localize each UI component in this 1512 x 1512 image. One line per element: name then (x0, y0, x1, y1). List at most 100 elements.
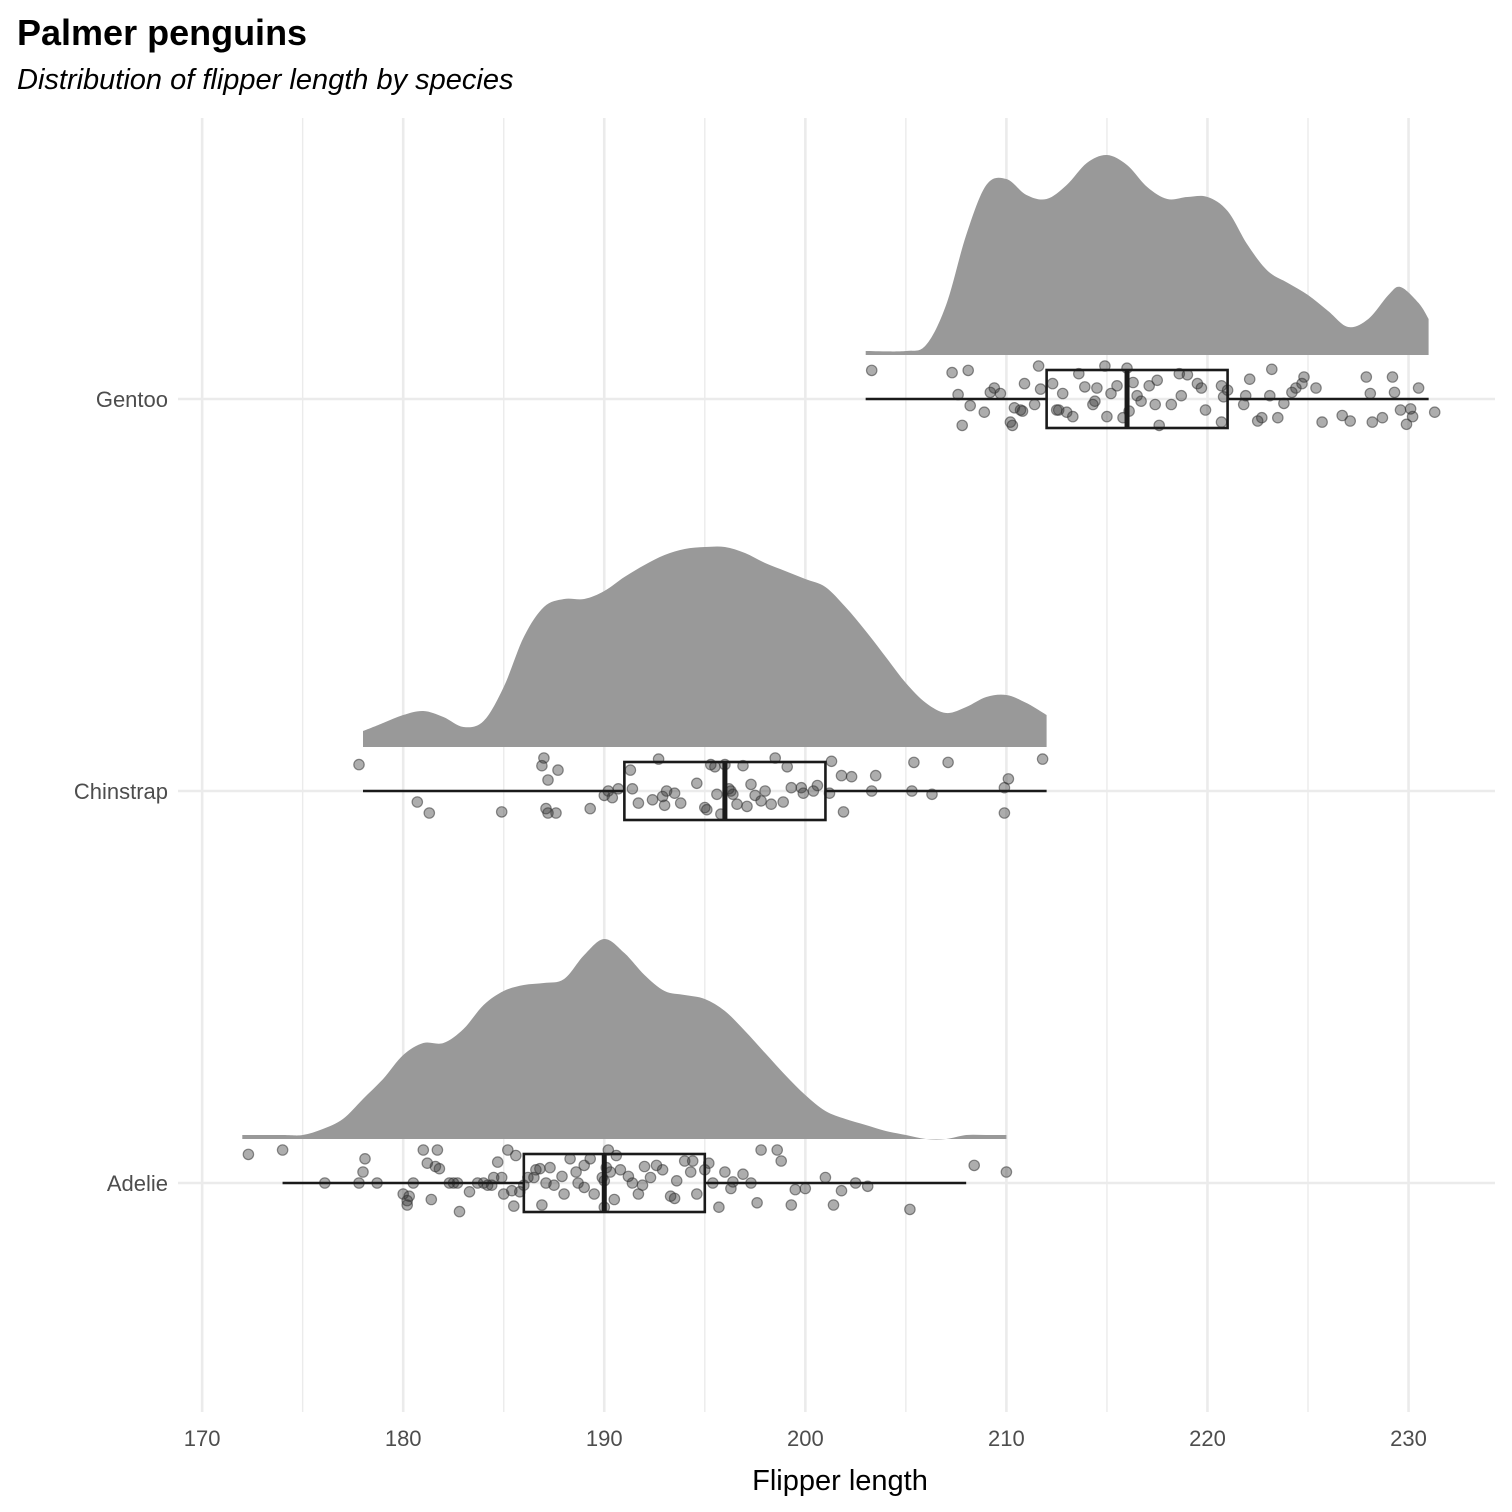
data-point-adelie (495, 1171, 508, 1184)
data-point-chinstrap (942, 756, 954, 769)
data-point-adelie (785, 1199, 798, 1211)
data-point-chinstrap (797, 787, 810, 799)
data-point-adelie (614, 1164, 627, 1176)
data-point-chinstrap (624, 764, 637, 776)
data-point-gentoo (1336, 409, 1348, 422)
data-point-adelie (622, 1170, 635, 1183)
data-point-gentoo (1149, 398, 1161, 411)
data-point-chinstrap (658, 799, 671, 812)
density-layer (242, 154, 1429, 1140)
data-point-chinstrap (837, 806, 850, 818)
data-point-chinstrap (550, 807, 562, 819)
data-point-gentoo (1151, 374, 1163, 387)
data-point-gentoo (1018, 377, 1031, 390)
data-point-gentoo (1272, 411, 1284, 424)
data-point-chinstrap (825, 755, 838, 768)
data-point-gentoo (1175, 389, 1188, 402)
data-point-gentoo (1428, 406, 1441, 418)
data-point-adelie (686, 1155, 699, 1167)
data-point-chinstrap (542, 807, 554, 819)
data-point-gentoo (946, 366, 958, 379)
data-point-gentoo (1101, 410, 1113, 423)
data-point-adelie (656, 1164, 669, 1176)
data-point-gentoo (1404, 403, 1417, 415)
data-point-gentoo (1215, 416, 1228, 428)
data-point-chinstrap (1036, 753, 1049, 765)
data-point-gentoo (865, 364, 878, 377)
data-point-adelie (668, 1192, 681, 1205)
data-point-adelie (491, 1156, 504, 1168)
data-point-adelie (534, 1162, 546, 1175)
data-point-adelie (544, 1161, 556, 1174)
data-point-chinstrap (759, 785, 771, 797)
data-point-gentoo (1256, 411, 1268, 424)
data-point-adelie (433, 1162, 446, 1175)
x-tick-label: 190 (586, 1426, 623, 1451)
chart-title: Palmer penguins (17, 12, 308, 53)
data-point-adelie (737, 1168, 749, 1180)
data-point-gentoo (1298, 371, 1310, 383)
data-point-gentoo (1006, 419, 1019, 432)
data-point-gentoo (1105, 387, 1117, 400)
data-point-chinstrap (632, 797, 645, 809)
data-point-adelie (690, 1188, 703, 1200)
data-point-adelie (509, 1149, 522, 1162)
data-point-gentoo (1286, 386, 1298, 399)
data-point-adelie (771, 1144, 783, 1156)
density-cloud-chinstrap (363, 546, 1047, 747)
data-point-chinstrap (606, 791, 619, 804)
data-point-chinstrap (745, 778, 757, 791)
data-point-gentoo (1014, 404, 1027, 416)
data-point-adelie (397, 1188, 409, 1200)
data-point-gentoo (1028, 398, 1041, 411)
data-point-gentoo (1195, 382, 1208, 394)
data-point-adelie (357, 1166, 369, 1178)
data-point-adelie (608, 1193, 621, 1206)
data-point-chinstrap (584, 802, 596, 815)
data-point-chinstrap (552, 764, 564, 776)
data-point-gentoo (1310, 382, 1322, 394)
data-point-gentoo (1199, 404, 1212, 416)
data-point-gentoo (956, 419, 968, 432)
data-point-gentoo (994, 387, 1007, 400)
data-point-gentoo (984, 386, 997, 399)
x-axis-title: Flipper length (752, 1465, 928, 1497)
data-point-adelie (638, 1160, 651, 1173)
data-point-gentoo (1067, 410, 1079, 423)
data-point-chinstrap (690, 777, 703, 790)
data-point-gentoo (1296, 377, 1308, 390)
data-point-gentoo (1344, 415, 1356, 427)
data-point-adelie (904, 1203, 916, 1216)
data-point-gentoo (962, 364, 974, 377)
data-point-adelie (403, 1190, 415, 1202)
axis-layer: 170 180 190 200 210 220 230 Gentoo Chinstrap Adel… (74, 387, 1427, 1451)
data-point-adelie (610, 1149, 623, 1162)
data-point-chinstrap (1002, 773, 1015, 785)
data-point-adelie (755, 1144, 767, 1156)
data-point-adelie (1000, 1166, 1013, 1178)
data-point-gentoo (1400, 418, 1413, 431)
data-point-chinstrap (668, 787, 681, 799)
data-point-gentoo (964, 399, 976, 412)
data-point-chinstrap (612, 782, 625, 795)
data-point-adelie (827, 1199, 840, 1211)
data-point-gentoo (1364, 387, 1377, 400)
data-point-adelie (425, 1193, 438, 1206)
x-tick-label: 230 (1390, 1426, 1427, 1451)
data-point-chinstrap (785, 781, 798, 794)
data-point-adelie (276, 1144, 289, 1156)
data-point-gentoo (1360, 371, 1373, 383)
data-point-adelie (719, 1166, 731, 1178)
data-point-adelie (536, 1199, 548, 1211)
data-point-gentoo (1394, 404, 1407, 416)
data-point-adelie (968, 1159, 980, 1172)
data-point-chinstrap (700, 803, 713, 816)
x-tick-label: 220 (1189, 1426, 1226, 1451)
data-point-gentoo (1079, 381, 1091, 393)
data-point-chinstrap (741, 800, 753, 813)
data-point-gentoo (1032, 360, 1045, 372)
data-point-gentoo (1386, 371, 1399, 383)
y-tick-label-adelie: Adelie (107, 1171, 168, 1196)
data-point-gentoo (1376, 411, 1389, 424)
